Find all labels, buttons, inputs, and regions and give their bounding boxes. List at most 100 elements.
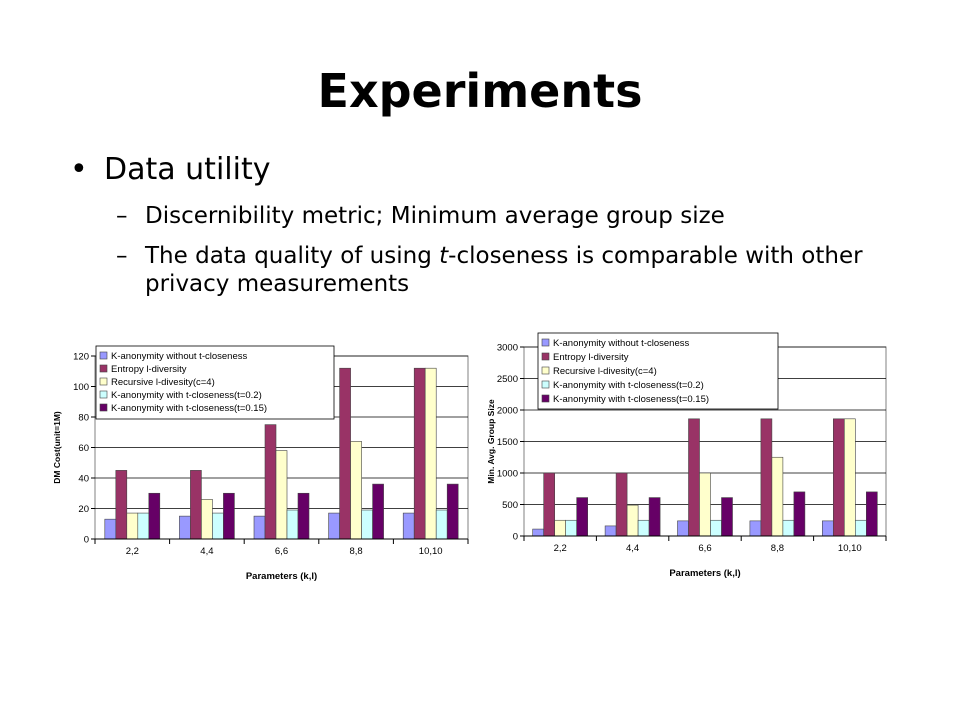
legend-label-2: Entropy l-diversity	[553, 352, 629, 363]
dash-icon: –	[116, 243, 128, 269]
bar-5	[793, 491, 806, 537]
y-tick-label: 2000	[497, 406, 518, 417]
bullet-data-utility: • Data utility	[70, 150, 930, 190]
legend-label-1: K-anonymity without t-closeness	[553, 338, 689, 349]
bar-3	[424, 367, 437, 540]
legend-box	[95, 345, 335, 420]
sub-bullet-text-post: -closeness is comparable with other priv…	[145, 243, 863, 297]
bar-2	[190, 470, 202, 540]
legend-swatch-5	[99, 403, 108, 412]
y-tick-label: 100	[73, 382, 89, 393]
y-tick-label: 1000	[497, 469, 518, 480]
legend-swatch-1	[99, 351, 108, 360]
y-tick-label: 0	[513, 532, 518, 543]
x-axis-title: Parameters (k,l)	[669, 568, 740, 579]
sub-bullet-text-pre: The data quality of using	[145, 243, 440, 269]
x-tick-label: 2,2	[554, 543, 567, 554]
sub-bullet-metrics: – Discernibility metric; Minimum average…	[70, 202, 930, 230]
sub-bullet-text-em: t	[439, 243, 449, 269]
bullet-text: Data utility	[104, 152, 271, 187]
bar-3	[201, 499, 213, 540]
legend-swatch-4	[99, 390, 108, 399]
bar-4	[565, 519, 577, 537]
bar-2	[832, 418, 845, 537]
bar-4	[361, 509, 373, 540]
bar-4	[854, 519, 867, 537]
bar-1	[179, 515, 191, 540]
legend-swatch-4	[541, 380, 550, 389]
legend-swatch-5	[541, 394, 550, 403]
y-tick-label: 3000	[497, 343, 518, 354]
y-tick-label: 40	[78, 474, 89, 485]
bar-2	[413, 367, 426, 540]
bar-3	[126, 512, 139, 540]
x-tick-label: 4,4	[626, 543, 639, 554]
bar-4	[782, 519, 795, 537]
bar-1	[821, 520, 834, 537]
bar-1	[532, 528, 545, 537]
bar-2	[760, 418, 773, 537]
bar-1	[677, 520, 689, 537]
bar-2	[615, 472, 628, 537]
bar-4	[435, 509, 448, 540]
dash-icon: –	[116, 203, 128, 229]
bar-3	[771, 456, 784, 537]
legend-label-5: K-anonymity with t-closeness(t=0.15)	[553, 394, 709, 405]
bar-3	[843, 418, 856, 537]
legend-swatch-2	[99, 364, 108, 373]
y-tick-label: 2500	[497, 374, 518, 385]
y-tick-label: 500	[502, 500, 518, 511]
bar-5	[648, 497, 661, 537]
bar-5	[865, 491, 878, 537]
x-tick-label: 6,6	[275, 546, 288, 557]
legend-swatch-3	[99, 377, 108, 386]
y-tick-label: 60	[78, 443, 89, 454]
group-size-chart: 0 500 1000 1500 2000 2500 3000 2,2 4,4 6,6 8,8 10,1…	[484, 328, 896, 588]
legend-swatch-3	[541, 366, 550, 375]
slide-title: Experiments	[317, 64, 643, 118]
legend-label-3: Recursive l-divesity(c=4)	[111, 377, 215, 388]
bar-2	[264, 424, 277, 540]
bar-1	[749, 520, 762, 537]
bar-2	[115, 470, 128, 540]
legend-swatch-1	[541, 338, 550, 347]
bar-1	[402, 512, 415, 540]
y-tick-label: 80	[78, 413, 89, 424]
bar-3	[350, 441, 362, 540]
bar-4	[137, 512, 150, 540]
bullet-dot-icon: •	[70, 152, 88, 187]
legend-label-4: K-anonymity with t-closeness(t=0.2)	[111, 390, 262, 401]
bar-1	[328, 512, 340, 540]
bar-3	[626, 504, 639, 537]
x-axis-title: Parameters (k,l)	[246, 571, 317, 582]
bar-4	[710, 519, 722, 537]
x-tick-label: 10,10	[838, 543, 862, 554]
bar-1	[104, 518, 117, 540]
x-tick-label: 6,6	[698, 543, 711, 554]
legend-swatch-2	[541, 352, 550, 361]
bar-5	[446, 483, 459, 540]
y-tick-label: 0	[84, 535, 89, 546]
x-tick-label: 8,8	[771, 543, 784, 554]
sub-bullet-quality: – The data quality of using t-closeness …	[70, 242, 930, 298]
legend-label-5: K-anonymity with t-closeness(t=0.15)	[111, 403, 267, 414]
bar-4	[286, 509, 299, 540]
dm-cost-chart: 0 20 40 60 80 100 120 2,2 4,4 6,6 8,8 10,10 Paramete…	[48, 336, 476, 586]
y-axis-title: DM Cost(unit=1M)	[52, 411, 62, 484]
bar-5	[721, 497, 733, 537]
bar-1	[253, 515, 266, 540]
bar-3	[554, 519, 566, 537]
x-tick-label: 4,4	[200, 546, 213, 557]
y-axis-title: Min. Avg. Group Size	[486, 399, 496, 484]
bar-5	[576, 497, 588, 537]
bullet-list: • Data utility – Discernibility metric; …	[70, 150, 930, 298]
legend-label-3: Recursive l-divesity(c=4)	[553, 366, 657, 377]
y-tick-label: 120	[73, 352, 89, 363]
bar-5	[223, 492, 235, 540]
sub-bullet-text: Discernibility metric; Minimum average g…	[145, 203, 725, 229]
y-tick-label: 1500	[497, 437, 518, 448]
x-tick-label: 2,2	[126, 546, 139, 557]
y-tick-label: 20	[78, 504, 89, 515]
dm-cost-chart-svg: 0 20 40 60 80 100 120 2,2 4,4 6,6 8,8 10,10 Paramete…	[52, 345, 469, 582]
bar-2	[688, 418, 700, 537]
